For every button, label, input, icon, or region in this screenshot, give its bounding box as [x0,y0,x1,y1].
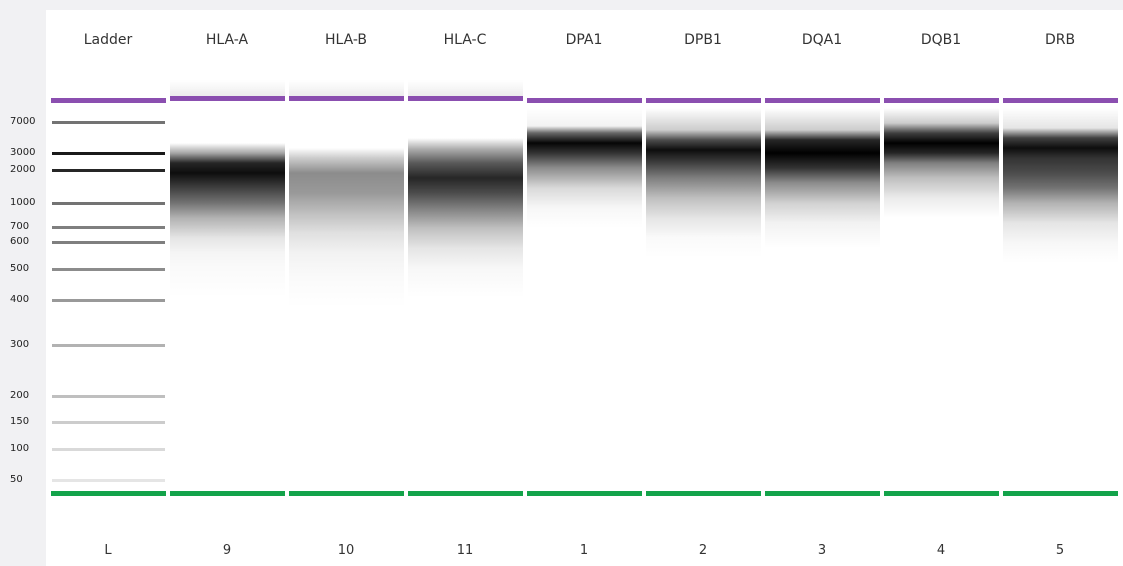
upper-marker-band [1003,98,1118,103]
lane-number: 11 [456,543,474,558]
lane-number: 9 [222,543,232,558]
lane-upper-fade [289,80,404,98]
ladder-band [52,299,165,302]
ladder-size-label: 500 [10,263,30,274]
lane-number: 4 [936,543,946,558]
ladder-size-label: 7000 [10,116,36,127]
ladder-size-label: 1000 [10,197,36,208]
lane-label: DPA1 [565,32,603,48]
lane-number: 5 [1055,543,1065,558]
upper-marker-band [289,96,404,101]
lower-marker-band [884,491,999,496]
lower-marker-band [765,491,880,496]
ladder-size-label: 200 [10,390,30,401]
lane-label: HLA-C [443,32,487,48]
lane-label: Ladder [83,32,133,48]
lane-label: HLA-B [324,32,368,48]
lower-marker-band [646,491,761,496]
lane-upper-fade [170,80,285,98]
ladder-size-label: 150 [10,416,30,427]
lane-number: 2 [698,543,708,558]
lane-label: DRB [1044,32,1076,48]
upper-marker-band [884,98,999,103]
ladder-band [52,226,165,229]
lane-smear [646,108,761,468]
ladder-size-label: 3000 [10,147,36,158]
lane-smear [1003,108,1118,468]
ladder-band [52,479,165,482]
ladder-size-label: 100 [10,443,30,454]
ladder-size-label: 50 [10,474,23,485]
ladder-size-label: 700 [10,221,30,232]
ladder-band [52,344,165,347]
ladder-size-label: 300 [10,339,30,350]
upper-marker-band [51,98,166,103]
ladder-band [52,169,165,172]
lane-number: 1 [579,543,589,558]
lane-label: DQB1 [920,32,962,48]
lane-smear [408,108,523,468]
lower-marker-band [51,491,166,496]
ladder-band [52,268,165,271]
lower-marker-band [289,491,404,496]
upper-marker-band [527,98,642,103]
lower-marker-band [170,491,285,496]
lane-number: 10 [337,543,355,558]
ladder-band [52,241,165,244]
ladder-size-label: 400 [10,294,30,305]
upper-marker-band [408,96,523,101]
upper-marker-band [170,96,285,101]
ladder-band [52,421,165,424]
lane-label: DPB1 [684,32,722,48]
ladder-band [52,395,165,398]
lane-smear [884,108,999,468]
lane-label: DQA1 [801,32,843,48]
lane-smear [170,108,285,468]
upper-marker-band [646,98,761,103]
lane-number: L [104,543,112,558]
ladder-size-label: 2000 [10,164,36,175]
lane-number: 3 [817,543,827,558]
lower-marker-band [527,491,642,496]
ladder-band [52,121,165,124]
ladder-band [52,202,165,205]
lane-label: HLA-A [205,32,249,48]
lane-upper-fade [408,80,523,98]
upper-marker-band [765,98,880,103]
lower-marker-band [1003,491,1118,496]
ladder-size-label: 600 [10,236,30,247]
ladder-band [52,152,165,155]
lane-smear [527,108,642,468]
lane-smear [765,108,880,468]
lane-smear [289,108,404,468]
lower-marker-band [408,491,523,496]
ladder-band [52,448,165,451]
